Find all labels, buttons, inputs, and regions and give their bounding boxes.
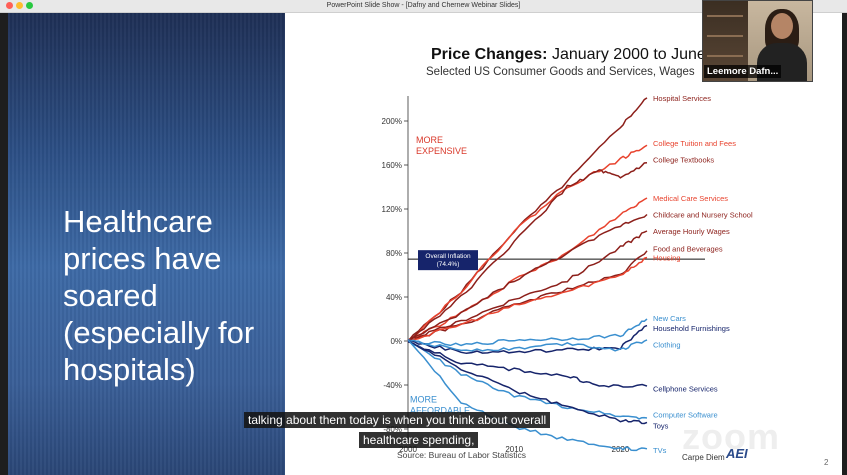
series-line xyxy=(407,256,648,343)
zoom-watermark: zoom xyxy=(682,416,780,457)
series-label: Household Furnishings xyxy=(653,324,730,333)
overall-inflation-label: Overall Inflation xyxy=(425,253,471,260)
series-line xyxy=(407,197,648,342)
series-label: Average Hourly Wages xyxy=(653,227,730,236)
participant-face xyxy=(771,13,793,39)
presentation-slide[interactable]: Healthcare prices have soared (especiall… xyxy=(8,13,842,475)
aei-logo: AEI xyxy=(726,446,748,461)
series-label: TVs xyxy=(653,446,667,455)
more-affordable-label: MORE xyxy=(410,395,437,405)
x-tick-label: 2010 xyxy=(505,445,523,454)
y-tick-label: 80% xyxy=(386,249,402,258)
more-expensive-label: EXPENSIVE xyxy=(416,146,467,156)
maximize-window-button[interactable] xyxy=(26,2,33,9)
series-line xyxy=(407,162,648,341)
more-affordable-label: AFFORDABLE xyxy=(410,406,470,416)
series-label: Childcare and Nursery School xyxy=(653,211,753,220)
participant-video-tile[interactable]: Leemore Dafn... xyxy=(702,0,813,82)
series-line xyxy=(407,339,648,352)
series-line xyxy=(407,144,648,343)
series-line xyxy=(407,341,648,425)
series-label: College Textbooks xyxy=(653,156,714,165)
y-tick-label: 160% xyxy=(382,161,402,170)
caption-line-2: healthcare spending, xyxy=(359,432,479,448)
y-tick-label: -80% xyxy=(383,425,402,434)
series-label: Hospital Services xyxy=(653,94,711,103)
series-line xyxy=(407,97,648,342)
y-tick-label: 0% xyxy=(390,337,402,346)
minimize-window-button[interactable] xyxy=(16,2,23,9)
price-changes-chart: 200% 160% 120% 80% 40% 0% -40% -80% 2000 2010 2020… xyxy=(382,94,753,455)
chart-title-bold: Price Changes: xyxy=(431,46,548,63)
slide-left-panel: Healthcare prices have soared (especiall… xyxy=(8,13,285,475)
slide-page-number: 2 xyxy=(824,458,829,467)
more-expensive-label: MORE xyxy=(416,135,443,145)
series-line xyxy=(407,213,648,343)
chart-subtitle: Selected US Consumer Goods and Services,… xyxy=(426,66,695,78)
close-window-button[interactable] xyxy=(6,2,13,9)
series-line xyxy=(407,339,648,452)
y-tick-label: 40% xyxy=(386,293,402,302)
series-label: Food and Beverages xyxy=(653,245,723,254)
series-line xyxy=(407,340,648,420)
chart-title-rest: January 2000 to June 2022 xyxy=(551,46,746,63)
x-tick-label: 2000 xyxy=(399,445,417,454)
overall-inflation-value: (74.4%) xyxy=(437,261,460,268)
window-title: PowerPoint Slide Show - [Dafny and Chern… xyxy=(326,2,521,9)
series-label: Medical Care Services xyxy=(653,194,728,203)
y-tick-label: -40% xyxy=(383,381,402,390)
series-label: College Tuition and Fees xyxy=(653,139,736,148)
series-line xyxy=(407,339,648,388)
series-label: Computer Software xyxy=(653,411,718,420)
series-label: Cellphone Services xyxy=(653,384,718,393)
caption-line-1: talking about them today is when you thi… xyxy=(244,412,551,428)
series-label: Toys xyxy=(653,422,669,431)
y-tick-label: 200% xyxy=(382,117,402,126)
window-titlebar: PowerPoint Slide Show - [Dafny and Chern… xyxy=(0,0,847,13)
overall-inflation-box xyxy=(418,250,478,271)
chart-source: Source: Bureau of Labor Statistics xyxy=(397,450,526,460)
chart-title: Price Changes: January 2000 to June 2022 xyxy=(431,46,746,64)
series-label: Clothing xyxy=(653,340,681,349)
slide-headline: Healthcare prices have soared (especiall… xyxy=(63,204,255,387)
x-tick-label: 2020 xyxy=(612,445,630,454)
series-line xyxy=(407,318,648,347)
y-tick-label: 120% xyxy=(382,205,402,214)
series-label: Housing xyxy=(653,253,681,262)
series-line xyxy=(407,230,648,341)
participant-name: Leemore Dafn... xyxy=(704,65,782,78)
series-label: New Cars xyxy=(653,314,686,323)
credit-text: Carpe Diem xyxy=(682,453,725,462)
